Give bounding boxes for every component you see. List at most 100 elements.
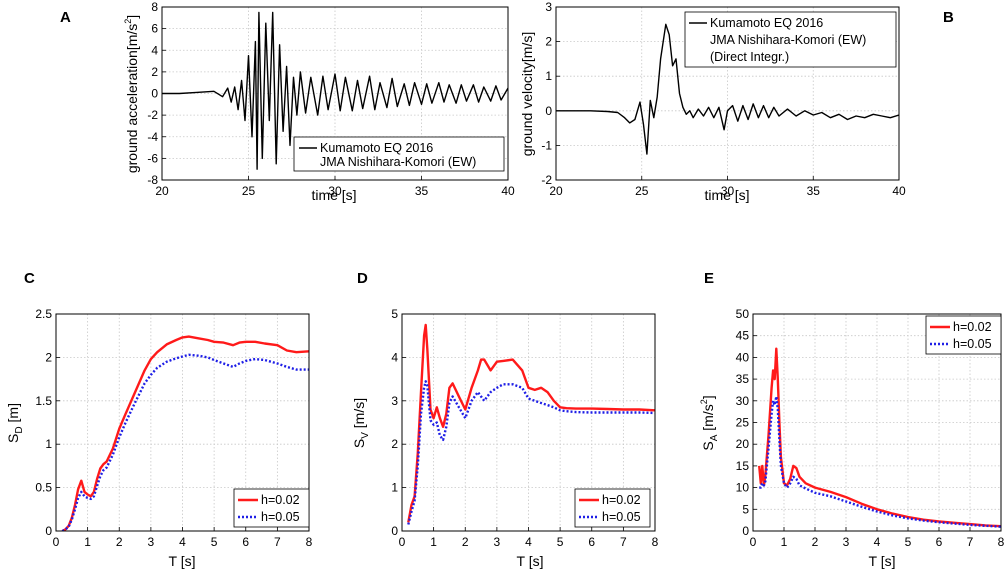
panel-label-e: E [704,270,714,287]
ytick-label-c: 2.5 [35,307,52,321]
yaxis-label-e: SA [m/s2] [699,395,720,450]
legend-a: Kumamoto EQ 2016 JMA Nishihara-Komori (E… [293,136,505,172]
ytick-label-e: 20 [736,437,750,451]
xtick-label-d: 2 [462,535,469,549]
xtick-label-b: 30 [721,184,735,198]
xtick-label-c: 2 [116,535,123,549]
yaxis-label-a: ground acceleration[m/s2] [123,15,140,173]
legend-b-line-2: JMA Nishihara-Komori (EW) [710,33,866,47]
xtick-label-e: 3 [843,535,850,549]
series-line-a-0 [162,11,508,170]
xtick-label-c: 8 [306,535,313,549]
ytick-label-e: 40 [736,350,750,364]
plot-frame-e [752,313,1002,532]
ytick-label-d: 0 [391,524,398,538]
xtick-label-d: 3 [494,535,501,549]
xtick-label-e: 6 [936,535,943,549]
xtick-label-b: 20 [549,184,563,198]
acceleration-chart: 20 25 30 35 40 -8 -6 -4 -2 0 2 4 6 8 time [s] ground … [123,0,515,203]
legend-e: h=0.02 h=0.05 [925,315,1002,355]
ytick-label-a: -2 [147,108,158,122]
xtick-label-d: 6 [588,535,595,549]
ytick-label-b: 2 [545,35,552,49]
ytick-label-c: 1 [45,437,52,451]
legend-d: h=0.02 h=0.05 [574,488,651,528]
series-line-e-1 [759,395,1001,528]
ytick-label-a: -4 [147,130,158,144]
ytick-label-e: 0 [742,524,749,538]
xtick-label-c: 1 [84,535,91,549]
legend-d-h002-label: h=0.02 [602,493,641,507]
xtick-label-b: 25 [635,184,649,198]
displacement-spectrum-chart: 0 1 2 3 4 5 6 7 8 0 0.5 1 1.5 2 2.5 T [s] SD [m] h=0.0… [5,307,313,569]
legend-b: Kumamoto EQ 2016 JMA Nishihara-Komori (E… [684,11,897,68]
plot-frame-b [555,6,900,181]
series-line-c-0 [61,335,309,531]
ytick-label-a: 2 [151,65,158,79]
xtick-label-e: 0 [750,535,757,549]
xaxis-label-a: time [s] [311,187,356,203]
panel-label-d: D [357,270,368,287]
ytick-label-e: 10 [736,481,750,495]
ytick-label-b: -2 [541,173,552,187]
ytick-label-b: 0 [545,104,552,118]
xtick-label-d: 1 [430,535,437,549]
series-line-e-0 [758,347,1001,528]
xtick-label-c: 5 [211,535,218,549]
legend-c: h=0.02 h=0.05 [233,488,310,528]
xtick-label-d: 4 [525,535,532,549]
legend-a-line-1: Kumamoto EQ 2016 [320,141,433,155]
xaxis-label-c: T [s] [169,553,196,569]
ytick-label-e: 35 [736,372,750,386]
ytick-label-c: 2 [45,350,52,364]
yaxis-label-c: SD [m] [5,403,25,443]
ytick-label-e: 25 [736,416,750,430]
ytick-label-b: 3 [545,0,552,14]
xtick-label-d: 7 [620,535,627,549]
legend-e-h002-label: h=0.02 [953,320,992,334]
yaxis-label-b: ground velocity[m/s] [519,32,535,157]
ytick-label-a: 0 [151,87,158,101]
plot-frame-c [55,313,310,532]
ytick-label-e: 45 [736,329,750,343]
series-line-b-0 [556,23,899,155]
yaxis-label-d: SV [m/s] [351,398,371,448]
legend-b-line-3: (Direct Integr.) [710,50,789,64]
xtick-label-e: 5 [905,535,912,549]
xtick-label-a: 20 [155,184,169,198]
ytick-label-a: -6 [147,151,158,165]
xaxis-label-e: T [s] [869,553,896,569]
ytick-label-d: 1 [391,481,398,495]
legend-c-h005-label: h=0.05 [261,510,300,524]
velocity-spectrum-chart: 0 1 2 3 4 5 6 7 8 0 1 2 3 4 5 T [s] SV [m/s] h=0.02 h=… [351,307,659,569]
ytick-label-a: 4 [151,43,158,57]
legend-c-h002-label: h=0.02 [261,493,300,507]
xtick-label-a: 30 [328,184,342,198]
xtick-label-c: 4 [179,535,186,549]
series-line-d-1 [407,380,655,525]
legend-a-line-2: JMA Nishihara-Komori (EW) [320,155,476,169]
xtick-label-c: 3 [148,535,155,549]
xtick-label-c: 0 [53,535,60,549]
legend-d-h005-label: h=0.05 [602,510,641,524]
ytick-label-e: 5 [742,502,749,516]
ytick-label-c: 0.5 [35,481,52,495]
xtick-label-a: 35 [415,184,429,198]
ytick-label-a: -8 [147,173,158,187]
xtick-label-c: 6 [242,535,249,549]
plot-frame-d [401,313,656,532]
ytick-label-b: 1 [545,69,552,83]
panel-label-c: C [24,270,35,287]
ytick-label-a: 6 [151,22,158,36]
xtick-label-d: 0 [399,535,406,549]
plot-frame-a [161,6,509,181]
ytick-label-b: -1 [541,138,552,152]
series-line-d-0 [407,323,655,523]
xtick-label-e: 8 [998,535,1005,549]
ytick-label-c: 0 [45,524,52,538]
ytick-label-d: 5 [391,307,398,321]
xtick-label-e: 2 [812,535,819,549]
xaxis-label-b: time [s] [704,187,749,203]
